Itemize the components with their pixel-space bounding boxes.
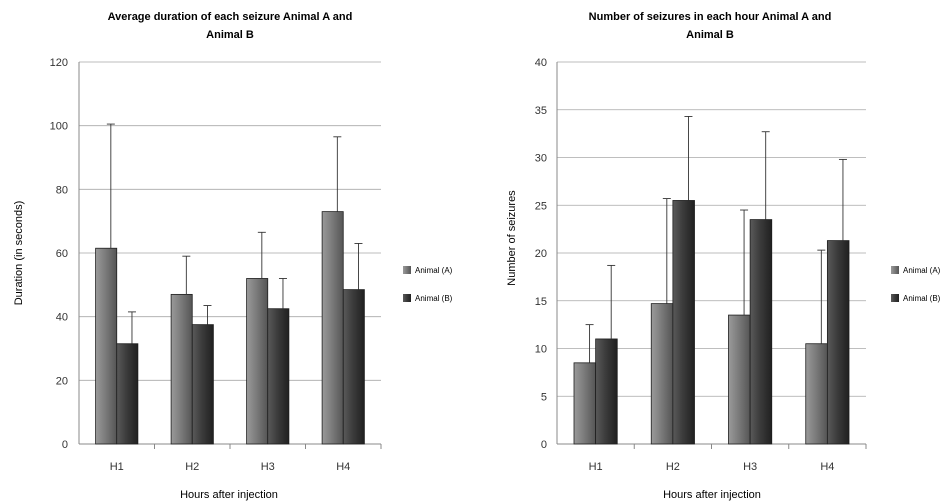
y-tick-label: 20 [56, 375, 68, 387]
y-tick-label: 120 [50, 57, 68, 69]
legend-label-animal-b: Animal (B) [903, 294, 941, 303]
legend-swatch-animal-b [403, 294, 411, 302]
y-tick-label: 15 [535, 296, 547, 308]
gridlines [78, 61, 382, 449]
legend: Animal (A) Animal (B) [891, 266, 941, 303]
bar-animal-a-h4 [321, 211, 344, 445]
chart-title-line-2: Animal B [206, 29, 254, 41]
y-tick-label: 80 [56, 184, 68, 196]
bar-animal-b-h3 [267, 308, 290, 445]
x-tick-label: H1 [589, 461, 603, 473]
x-tick-label: H4 [336, 461, 350, 473]
y-axis-label: Duration (in seconds) [13, 201, 25, 306]
y-tick-labels: 0 20 40 60 80 100 120 [50, 57, 68, 451]
x-tick-label: H4 [820, 461, 834, 473]
chart-title-line-2: Animal B [686, 29, 734, 41]
chart-count: Number of seizures in each hour Animal A… [506, 11, 941, 501]
chart-duration: Average duration of each seizure Animal … [13, 11, 453, 501]
chart-title-line-1: Number of seizures in each hour Animal A… [589, 11, 832, 23]
legend-swatch-animal-b [891, 294, 899, 302]
bar-animal-b-h4 [342, 289, 365, 445]
x-tick-label: H1 [110, 461, 124, 473]
y-tick-label: 25 [535, 200, 547, 212]
bar-animal-b-h1 [595, 338, 618, 445]
legend-swatch-animal-a [403, 266, 411, 274]
bar-animal-a-h3 [728, 314, 751, 445]
legend-label-animal-a: Animal (A) [903, 266, 941, 275]
bar-animal-a-h1 [573, 362, 597, 445]
bar-animal-a-h2 [170, 293, 193, 445]
legend-label-animal-a: Animal (A) [415, 266, 453, 275]
bar-animal-a-h3 [246, 278, 269, 445]
x-tick-label: H3 [743, 461, 757, 473]
x-tick-labels: H1 H2 H3 H4 [589, 461, 835, 473]
y-tick-label: 40 [56, 312, 68, 324]
bar-animal-b-h1 [116, 343, 139, 445]
bar-animal-b-h2 [672, 200, 695, 445]
legend-label-animal-b: Animal (B) [415, 294, 453, 303]
x-tick-label: H3 [261, 461, 275, 473]
x-tick-label: H2 [666, 461, 680, 473]
bar-animal-b-h2 [191, 324, 214, 445]
chart-title-line-1: Average duration of each seizure Animal … [108, 11, 353, 23]
y-tick-label: 35 [535, 105, 547, 117]
x-axis-label: Hours after injection [180, 489, 278, 501]
y-tick-label: 0 [541, 439, 547, 451]
bars [95, 123, 365, 445]
x-tick-label: H2 [185, 461, 199, 473]
y-tick-labels: 0 5 10 15 20 25 30 35 40 [535, 57, 547, 451]
legend: Animal (A) Animal (B) [403, 266, 453, 303]
y-tick-label: 5 [541, 391, 547, 403]
y-tick-label: 20 [535, 248, 547, 260]
bars [573, 115, 850, 445]
bar-animal-a-h1 [95, 247, 118, 445]
y-axis-label: Number of seizures [506, 190, 518, 286]
y-tick-label: 100 [50, 121, 68, 133]
y-tick-label: 30 [535, 153, 547, 165]
y-tick-label: 40 [535, 57, 547, 69]
x-tick-labels: H1 H2 H3 H4 [110, 461, 351, 473]
y-tick-label: 60 [56, 248, 68, 260]
x-axis-label: Hours after injection [663, 489, 761, 501]
bar-animal-b-h4 [826, 240, 850, 445]
bar-animal-a-h4 [805, 343, 828, 445]
legend-swatch-animal-a [891, 266, 899, 274]
y-tick-label: 10 [535, 344, 547, 356]
y-tick-label: 0 [62, 439, 68, 451]
bar-animal-a-h2 [650, 303, 674, 445]
bar-animal-b-h3 [749, 219, 773, 445]
